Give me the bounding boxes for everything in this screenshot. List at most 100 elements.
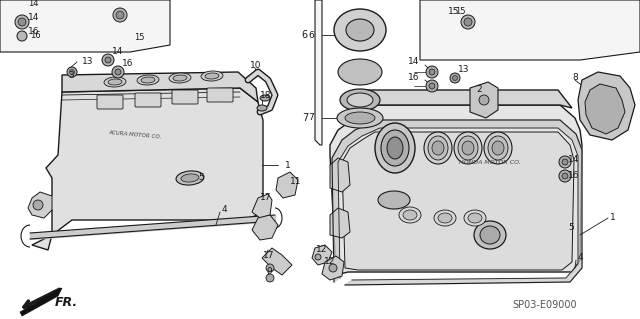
Circle shape [562, 173, 568, 179]
Text: 7: 7 [308, 114, 314, 122]
Text: 7: 7 [301, 113, 308, 123]
Text: 16: 16 [568, 170, 579, 180]
Text: ACURA MOTOR CO.: ACURA MOTOR CO. [108, 130, 162, 140]
Circle shape [105, 57, 111, 63]
Ellipse shape [484, 132, 512, 164]
Ellipse shape [141, 77, 155, 83]
Polygon shape [330, 208, 350, 238]
Polygon shape [315, 0, 322, 145]
Circle shape [461, 15, 475, 29]
Ellipse shape [205, 73, 219, 79]
Text: 17: 17 [263, 250, 275, 259]
Polygon shape [330, 105, 582, 275]
Circle shape [18, 18, 26, 26]
Circle shape [464, 18, 472, 26]
Polygon shape [420, 0, 640, 60]
Circle shape [102, 54, 114, 66]
Text: 14: 14 [408, 57, 419, 66]
Polygon shape [252, 194, 272, 218]
Ellipse shape [454, 132, 482, 164]
Ellipse shape [438, 213, 452, 223]
Ellipse shape [338, 59, 382, 85]
Ellipse shape [181, 174, 199, 182]
Text: 3: 3 [68, 71, 74, 80]
Text: 15: 15 [448, 8, 460, 17]
Text: 11: 11 [290, 177, 301, 187]
Circle shape [33, 200, 43, 210]
FancyBboxPatch shape [97, 95, 123, 109]
Text: 4: 4 [578, 254, 584, 263]
Text: 1: 1 [610, 213, 616, 222]
Text: 18: 18 [260, 92, 271, 100]
Circle shape [559, 156, 571, 168]
Ellipse shape [488, 136, 508, 160]
Polygon shape [0, 0, 170, 52]
Text: 16: 16 [408, 73, 419, 83]
Circle shape [452, 76, 458, 80]
Text: 14: 14 [568, 155, 579, 165]
Text: 9: 9 [266, 268, 272, 277]
Text: 1: 1 [285, 160, 291, 169]
Ellipse shape [257, 105, 267, 111]
Polygon shape [312, 245, 332, 265]
Ellipse shape [337, 108, 383, 128]
Text: 15: 15 [134, 33, 145, 41]
Ellipse shape [169, 73, 191, 83]
Polygon shape [342, 132, 574, 270]
Ellipse shape [347, 93, 373, 107]
Ellipse shape [462, 141, 474, 155]
Ellipse shape [176, 171, 204, 185]
Circle shape [426, 66, 438, 78]
Text: 6: 6 [308, 31, 314, 40]
Circle shape [429, 83, 435, 89]
Text: 8: 8 [572, 73, 578, 83]
Ellipse shape [345, 112, 375, 124]
Circle shape [479, 95, 489, 105]
Circle shape [429, 69, 435, 75]
Polygon shape [62, 72, 258, 102]
Text: 10: 10 [250, 61, 262, 70]
Circle shape [266, 264, 274, 272]
Polygon shape [32, 88, 263, 250]
Text: 14: 14 [112, 48, 124, 56]
FancyBboxPatch shape [207, 88, 233, 102]
Ellipse shape [387, 137, 403, 159]
Ellipse shape [480, 226, 500, 244]
Ellipse shape [375, 123, 415, 173]
Ellipse shape [381, 130, 409, 166]
Text: 4: 4 [222, 205, 228, 214]
Text: 12: 12 [324, 257, 335, 266]
Polygon shape [252, 215, 278, 240]
FancyBboxPatch shape [135, 93, 161, 107]
Text: 6: 6 [302, 30, 308, 40]
Text: 17: 17 [260, 194, 271, 203]
Circle shape [315, 254, 321, 260]
Polygon shape [28, 192, 52, 218]
Ellipse shape [104, 77, 126, 87]
Ellipse shape [173, 75, 187, 81]
Polygon shape [322, 256, 344, 280]
Text: 12: 12 [316, 246, 328, 255]
Polygon shape [330, 158, 350, 192]
Ellipse shape [108, 79, 122, 85]
Circle shape [67, 67, 77, 77]
Text: SP03-E09000: SP03-E09000 [513, 300, 577, 310]
Circle shape [17, 31, 27, 41]
Text: 15: 15 [455, 8, 465, 17]
Ellipse shape [399, 207, 421, 223]
Ellipse shape [492, 141, 504, 155]
Ellipse shape [378, 191, 410, 209]
Circle shape [70, 70, 74, 75]
Ellipse shape [260, 95, 270, 101]
Polygon shape [578, 72, 635, 140]
Ellipse shape [432, 141, 444, 155]
Text: 5: 5 [198, 174, 204, 182]
Ellipse shape [403, 210, 417, 220]
Text: FR.: FR. [55, 295, 78, 308]
Ellipse shape [458, 136, 478, 160]
Circle shape [115, 69, 121, 75]
Circle shape [426, 80, 438, 92]
Text: HONDA MOTOR CO.: HONDA MOTOR CO. [459, 160, 521, 165]
Text: 16: 16 [30, 32, 40, 41]
Circle shape [450, 73, 460, 83]
